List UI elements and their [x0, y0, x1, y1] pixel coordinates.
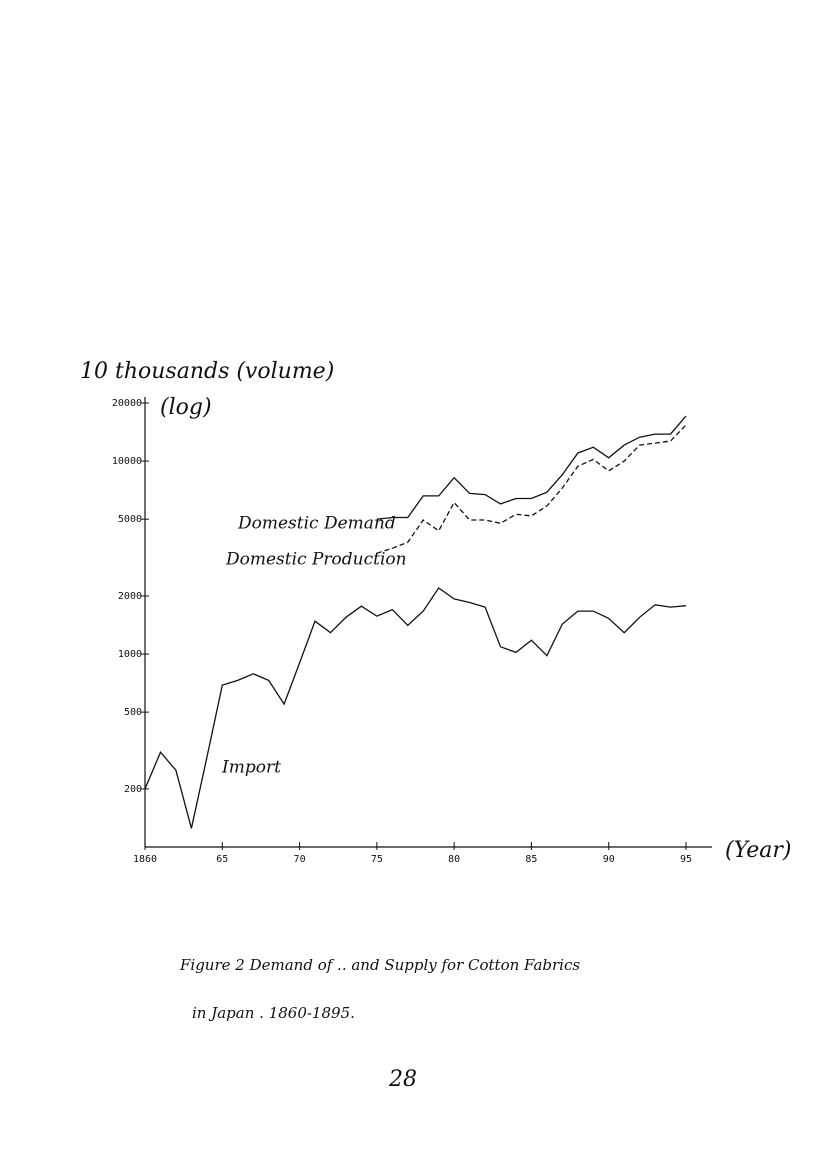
y-tick-label: 1000 [118, 649, 142, 660]
y-axis-note: (log) [160, 395, 212, 420]
series-label: Import [221, 758, 281, 778]
series-line [144, 587, 687, 829]
series-label: Domestic Demand [237, 514, 396, 534]
x-tick-label: 90 [603, 854, 615, 865]
caption-line: in Japan . 1860-1895. [192, 1004, 355, 1022]
x-tick-label: 85 [525, 854, 537, 865]
x-tick-label: 1860 [133, 854, 157, 865]
caption-line: Figure 2 Demand of .. and Supply for Cot… [179, 956, 580, 974]
y-tick-label: 2000 [118, 591, 142, 602]
series-line [376, 415, 687, 520]
y-tick-label: 500 [124, 707, 142, 718]
x-tick-label: 75 [371, 854, 383, 865]
x-axis-label: (Year) [725, 838, 791, 863]
x-tick-label: 70 [294, 854, 306, 865]
page-number: 28 [388, 1067, 417, 1092]
x-tick-label: 80 [448, 854, 460, 865]
x-tick-label: 65 [216, 854, 228, 865]
x-tick-label: 95 [680, 854, 692, 865]
y-tick-label: 5000 [118, 514, 142, 525]
y-tick-label: 200 [124, 784, 142, 795]
y-axis-label: 10 thousands (volume) [80, 359, 334, 384]
series-line [376, 424, 687, 554]
y-tick-label: 20000 [112, 398, 142, 409]
series-label: Domestic Production [225, 550, 407, 570]
y-tick-label: 10000 [112, 456, 142, 467]
